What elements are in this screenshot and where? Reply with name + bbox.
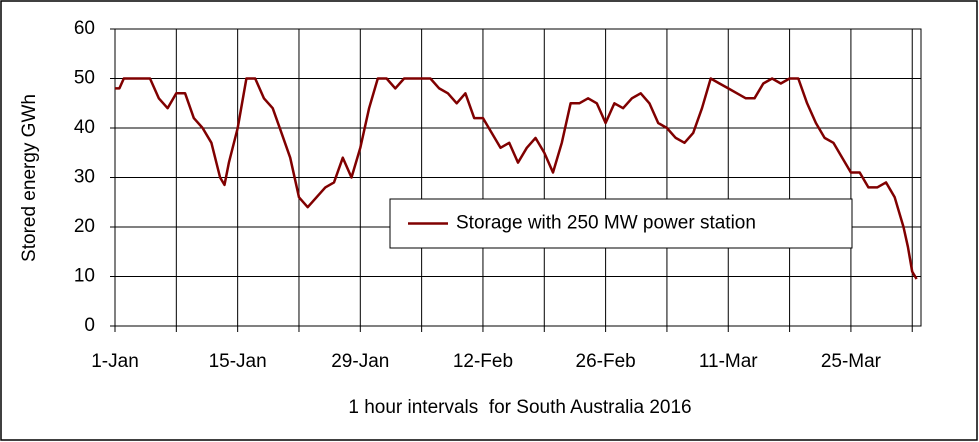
y-axis-label: Stored energy GWh	[19, 94, 40, 262]
y-tick-label: 20	[74, 216, 95, 237]
y-tick-label: 30	[74, 167, 95, 188]
x-tick-label: 1-Jan	[91, 351, 139, 372]
x-tick-label: 25-Mar	[821, 351, 882, 372]
legend-box	[389, 198, 853, 249]
y-tick-label: 40	[74, 117, 95, 138]
y-tick-label: 50	[74, 68, 95, 89]
legend-label: Storage with 250 MW power station	[456, 213, 756, 234]
x-axis-label: 1 hour intervals for South Australia 201…	[348, 397, 691, 418]
x-tick-label: 11-Mar	[699, 351, 758, 372]
y-tick-label: 10	[74, 266, 95, 287]
x-tick-label: 26-Feb	[576, 351, 636, 372]
x-tick-label: 12-Feb	[453, 351, 513, 372]
data-line	[115, 77, 918, 280]
y-tick-label: 60	[74, 18, 95, 39]
x-tick-label: 29-Jan	[331, 351, 389, 372]
y-tick-label: 0	[84, 315, 95, 336]
x-tick-label: 15-Jan	[209, 351, 267, 372]
